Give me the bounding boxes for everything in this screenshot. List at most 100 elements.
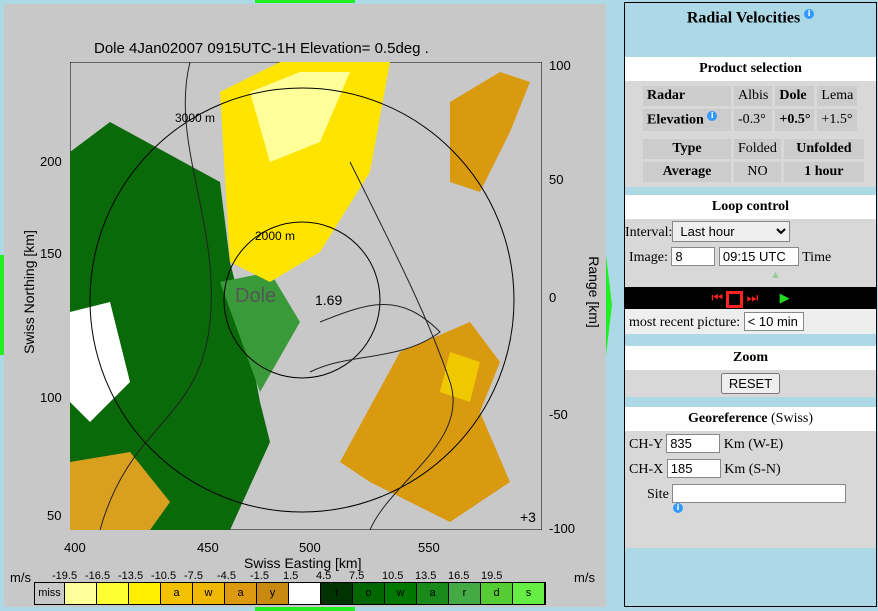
- legend-cell: [97, 583, 129, 604]
- x-tick: 400: [64, 540, 86, 555]
- scroll-handle-bottom[interactable]: [255, 606, 355, 611]
- site-input[interactable]: [672, 483, 847, 503]
- product-selection-header: Product selection: [625, 57, 876, 82]
- info-icon[interactable]: i: [804, 9, 815, 19]
- legend-threshold: -1.5: [250, 570, 269, 582]
- interval-select[interactable]: Last hour: [672, 220, 791, 242]
- ch-y-input[interactable]: [666, 433, 721, 453]
- range-tick: -100: [549, 521, 576, 536]
- elevation-dole[interactable]: +0.5°: [775, 109, 815, 131]
- x-axis-label: Swiss Easting [km]: [244, 555, 362, 571]
- elevation-albis[interactable]: -0.3°: [734, 109, 773, 131]
- legend-cell: [289, 583, 321, 604]
- legend-cell: o: [353, 583, 385, 604]
- reset-button[interactable]: RESET: [720, 372, 781, 394]
- y-tick: 150: [40, 246, 62, 261]
- echo-yellow-se: [440, 352, 480, 402]
- legend-threshold: -7.5: [184, 570, 203, 582]
- range-tick: 100: [549, 58, 571, 73]
- legend-cell: [129, 583, 161, 604]
- info-icon[interactable]: i: [673, 502, 683, 513]
- y-axis-label: Swiss Northing [km]: [21, 230, 37, 354]
- loop-progress-icon: ▲: [770, 268, 781, 281]
- time-input[interactable]: [718, 246, 799, 266]
- chart-title: Dole 4Jan02007 0915UTC-1H Elevation= 0.5…: [94, 40, 429, 57]
- zoom-header: Zoom: [625, 345, 876, 370]
- loop-control-header: Loop control: [625, 194, 876, 219]
- value-label: 1.69: [315, 292, 342, 308]
- echo-orange-ne: [450, 72, 530, 192]
- x-tick: 450: [197, 540, 219, 555]
- echo-green-west: [70, 122, 270, 530]
- type-folded[interactable]: Folded: [734, 138, 781, 159]
- radar-lema[interactable]: Lema: [817, 86, 858, 107]
- legend-threshold: 19.5: [481, 570, 503, 582]
- legend-cell: a: [417, 583, 449, 604]
- contour-label-3000: 3000 m: [175, 111, 215, 125]
- legend-threshold: 13.5: [415, 570, 437, 582]
- x-tick: 500: [299, 540, 321, 555]
- color-legend: miss a w a y t o w a r d s: [34, 582, 546, 605]
- echo-orange-sw: [70, 452, 170, 530]
- loop-controls-bar: ⏮ ⏭ ▶: [625, 286, 876, 309]
- corner-label: +3: [520, 509, 536, 525]
- echo-yellow-pale: [250, 72, 350, 162]
- legend-cell: y: [257, 583, 289, 604]
- average-no[interactable]: NO: [734, 161, 781, 182]
- play-icon[interactable]: ▶: [779, 289, 790, 305]
- legend-cell: a: [225, 583, 257, 604]
- stop-icon[interactable]: [726, 290, 744, 308]
- step-back-icon[interactable]: ⏮: [711, 289, 724, 305]
- legend-threshold: -19.5: [52, 570, 78, 582]
- legend-threshold: -13.5: [118, 570, 144, 582]
- radar-image-panel: Dole 4Jan02007 0915UTC-1H Elevation= 0.5…: [4, 4, 606, 607]
- legend-thresholds: -19.5 -16.5 -13.5 -10.5 -7.5 -4.5 -1.5 1.5 4.5 7.…: [4, 570, 606, 586]
- legend-cell: miss: [35, 583, 65, 604]
- y-tick: 200: [40, 154, 62, 169]
- y-tick: 50: [47, 508, 62, 523]
- y-tick: 100: [40, 390, 62, 405]
- legend-threshold: 1.5: [283, 570, 299, 582]
- range-tick: 50: [549, 172, 564, 187]
- info-icon[interactable]: i: [707, 111, 718, 122]
- elevation-lema[interactable]: +1.5°: [817, 109, 858, 131]
- legend-cell: r: [449, 583, 481, 604]
- contour-label-2000: 2000 m: [255, 229, 295, 243]
- legend-unit-left: m/s: [10, 570, 31, 585]
- radar-table: Radar Albis Dole Lema Elevation i -0.3° +0.5°…: [640, 83, 860, 134]
- range-tick: 0: [549, 290, 557, 305]
- legend-unit-right: m/s: [574, 570, 595, 585]
- type-unfolded[interactable]: Unfolded: [783, 138, 864, 159]
- radar-map: 3000 m 2000 m Dole 1.69 +3: [70, 62, 542, 530]
- range-axis-label: Range [km]: [586, 256, 602, 328]
- average-1hour[interactable]: 1 hour: [783, 161, 864, 182]
- legend-cell: w: [193, 583, 225, 604]
- recent-picture-input[interactable]: [743, 311, 804, 331]
- radar-albis[interactable]: Albis: [734, 86, 773, 107]
- radar-dole[interactable]: Dole: [775, 86, 815, 107]
- scroll-handle-top[interactable]: [255, 0, 355, 3]
- legend-cell: [65, 583, 97, 604]
- legend-cell: t: [321, 583, 353, 604]
- legend-cell: s: [513, 583, 545, 604]
- control-panel: Radial Velocities i Product selection Ra…: [624, 2, 877, 607]
- legend-cell: a: [161, 583, 193, 604]
- ch-x-input[interactable]: [666, 458, 721, 478]
- echo-green-light: [220, 272, 300, 392]
- image-input[interactable]: [671, 246, 716, 266]
- scroll-handle-left[interactable]: [0, 255, 4, 355]
- radar-site-label: Dole: [235, 285, 276, 307]
- echo-white-west: [70, 302, 130, 422]
- range-tick: -50: [549, 407, 568, 422]
- x-tick: 550: [418, 540, 440, 555]
- legend-threshold: 7.5: [349, 570, 365, 582]
- scroll-handle-right[interactable]: [606, 255, 612, 355]
- panel-title: Radial Velocities i: [625, 3, 876, 57]
- legend-threshold: -10.5: [151, 570, 177, 582]
- legend-cell: w: [385, 583, 417, 604]
- step-forward-icon[interactable]: ⏭: [746, 289, 759, 305]
- legend-threshold: 10.5: [382, 570, 404, 582]
- legend-threshold: 16.5: [448, 570, 470, 582]
- legend-threshold: -4.5: [217, 570, 236, 582]
- legend-threshold: 4.5: [316, 570, 332, 582]
